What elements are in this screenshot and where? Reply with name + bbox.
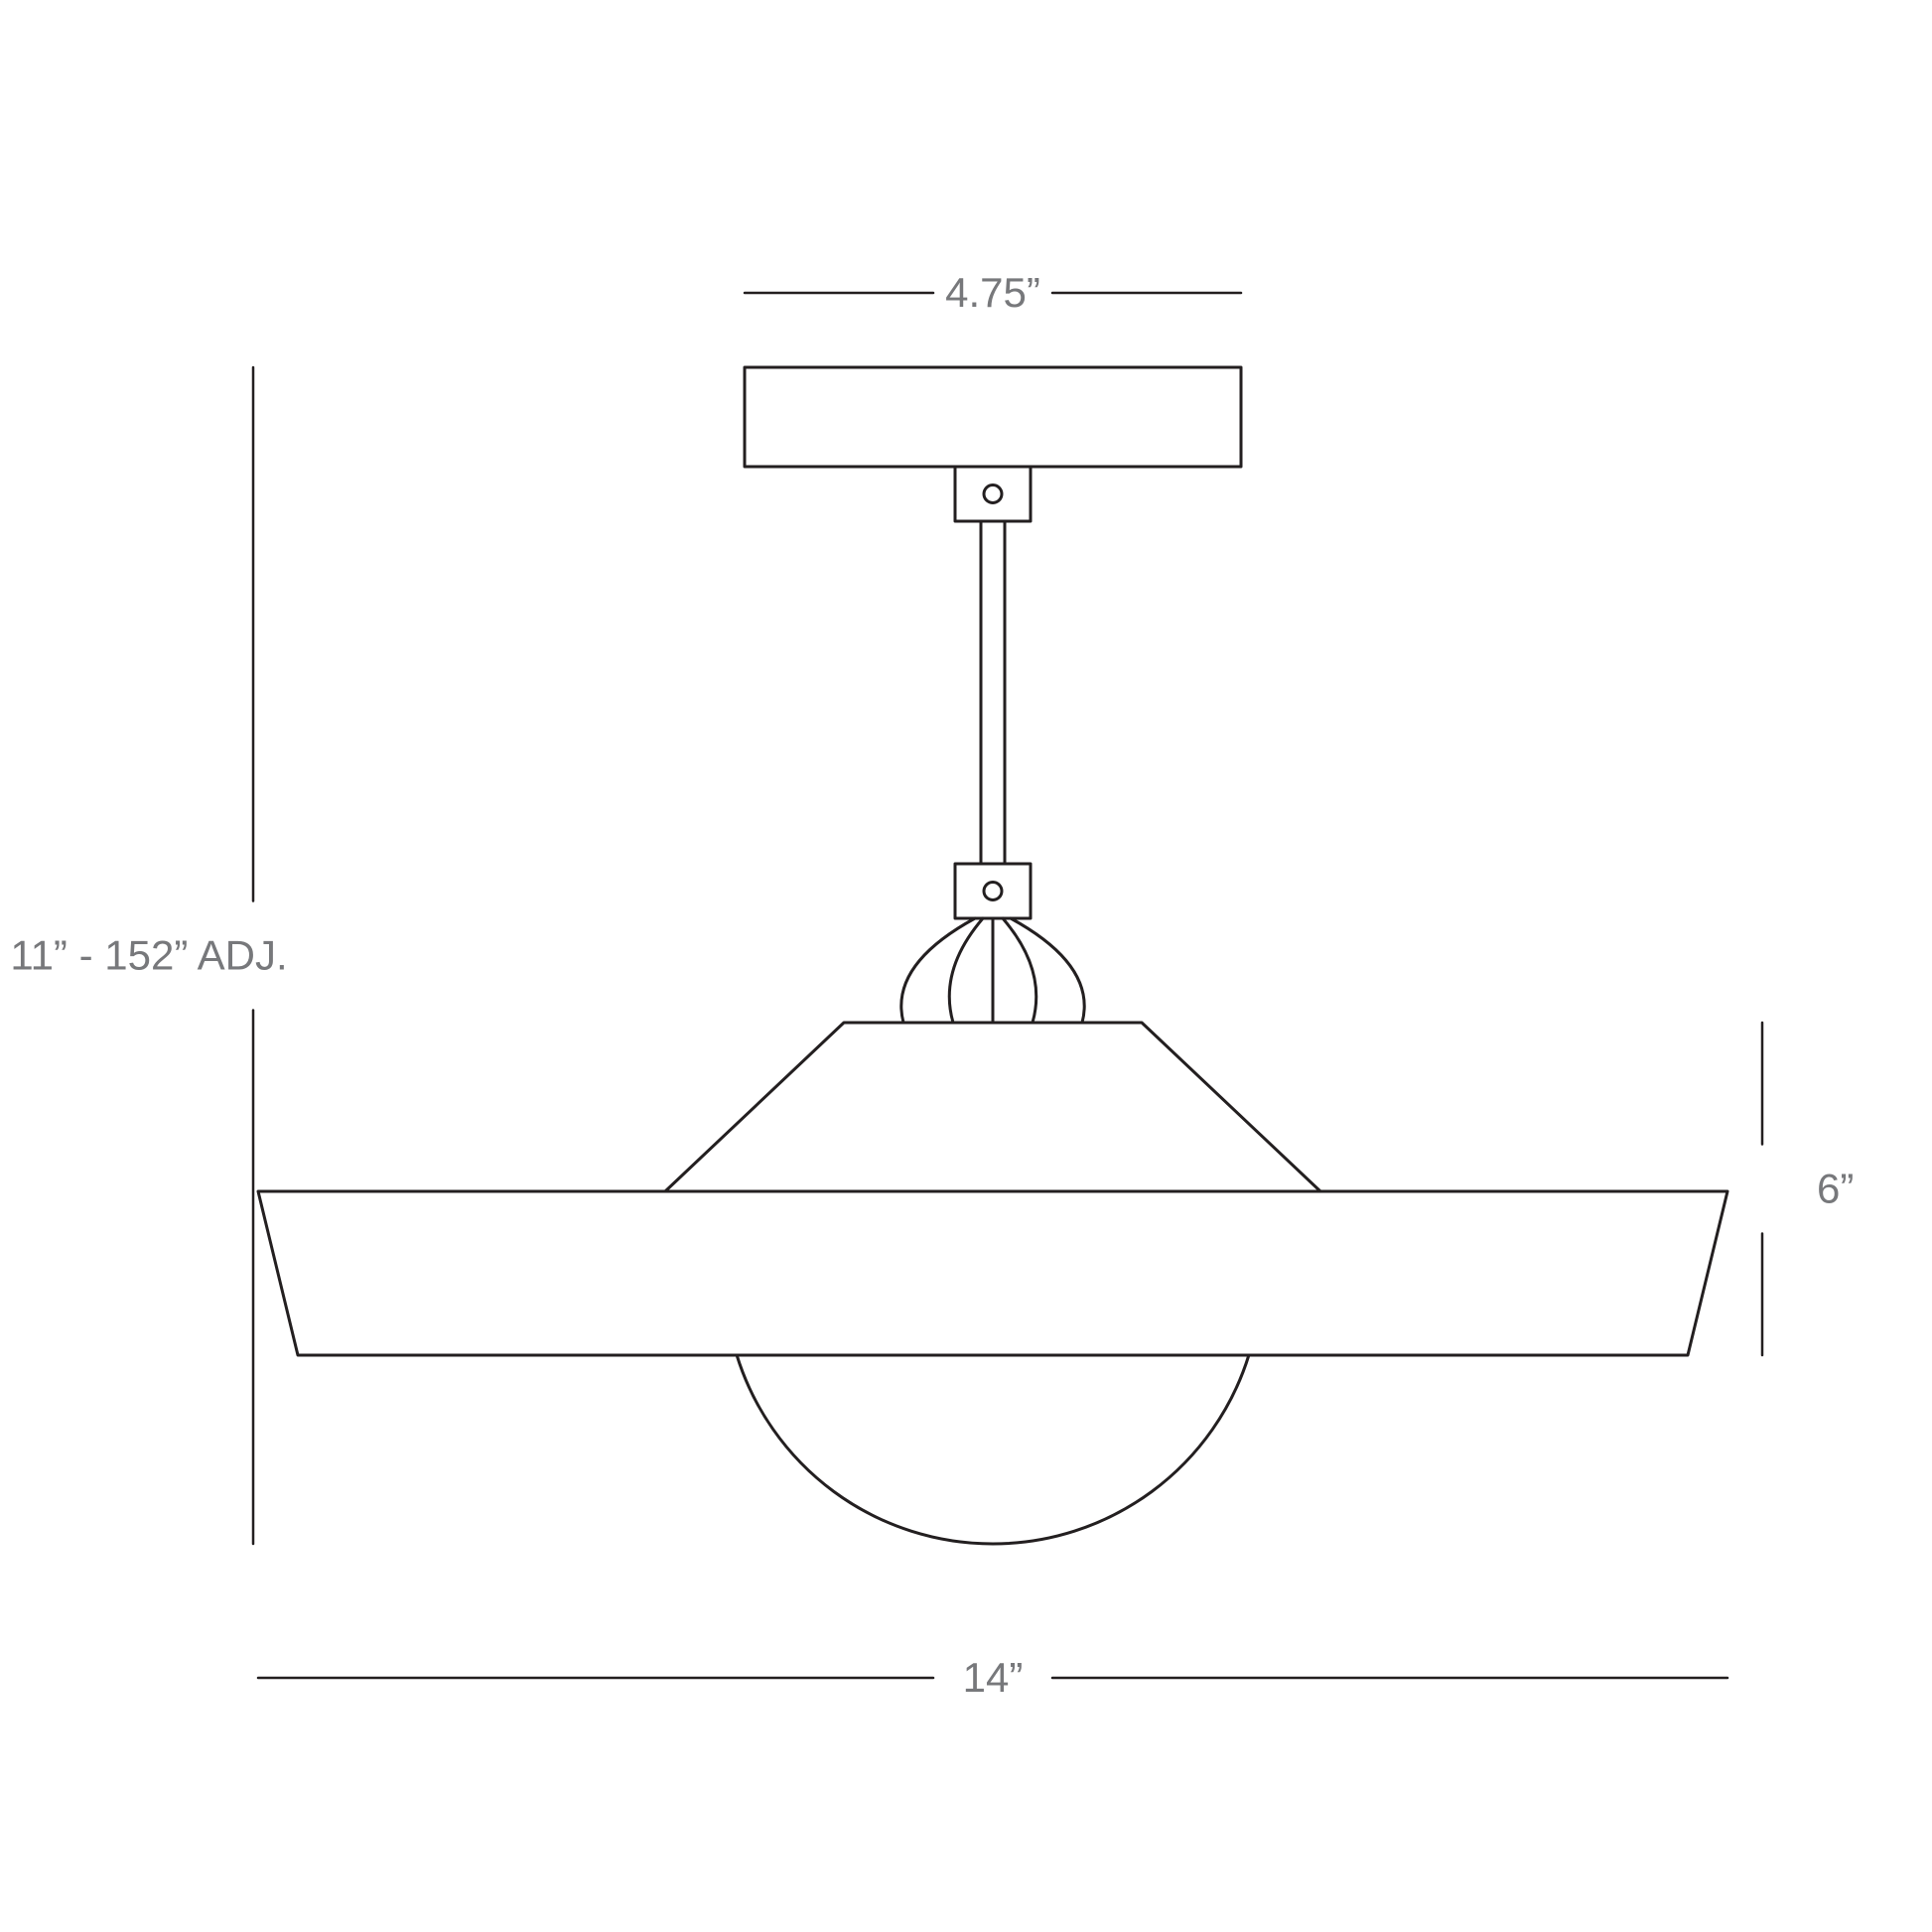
dim-overall-height: 11” - 152” ADJ.	[10, 932, 287, 979]
dim-overall-width: 14”	[963, 1654, 1024, 1701]
dim-canopy-width: 4.75”	[945, 269, 1040, 316]
dim-shade-height: 6”	[1817, 1166, 1854, 1212]
